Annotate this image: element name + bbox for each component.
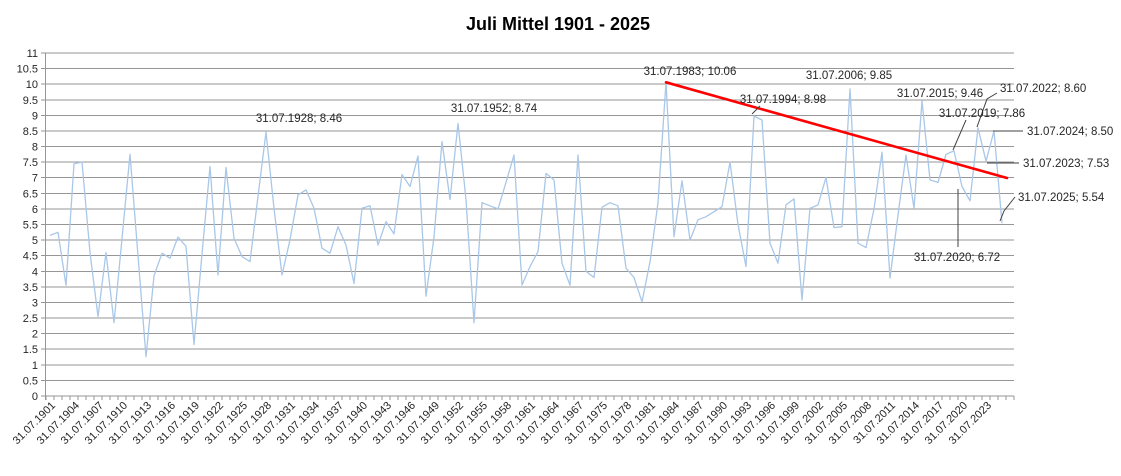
x-axis-labels: 31.07.190131.07.190431.07.190731.07.1910… (11, 400, 994, 447)
data-label: 31.07.2025; 5.54 (1018, 192, 1105, 204)
y-axis-tick-label: 4.5 (23, 251, 38, 263)
data-label: 31.07.2006; 9.85 (806, 70, 892, 82)
data-series (49, 81, 1003, 358)
y-axis-tick-label: 10.5 (17, 64, 38, 76)
data-label: 31.07.2019; 7.86 (939, 108, 1025, 120)
data-label: 31.07.2023; 7.53 (1023, 158, 1109, 170)
y-axis-tick-label: 10 (26, 79, 38, 91)
trendline (664, 81, 1009, 180)
y-axis-labels: 0 0.5 1 1.5 2 2.5 3 3.5 4 4.5 5 5.5 6 6.5 7 7.5 8 8.5 9 9.5… (17, 48, 38, 403)
axes (45, 53, 1014, 400)
annotation-leader (976, 92, 998, 128)
y-axis-tick-label: 5.5 (23, 220, 38, 232)
y-axis-tick-label: 6 (32, 204, 38, 216)
data-label: 31.07.2022; 8.60 (1000, 83, 1086, 95)
trendline-layer (664, 81, 1009, 180)
y-axis-tick-label: 8.5 (23, 126, 38, 138)
y-axis-tick-label: 5 (32, 235, 38, 247)
y-axis-tick-label: 3 (32, 297, 38, 309)
y-tick-marks (41, 52, 46, 397)
y-axis-tick-label: 9.5 (23, 95, 38, 107)
annotation-leader (999, 196, 1016, 222)
y-axis-tick-label: 6.5 (23, 188, 38, 200)
annotation-leader (751, 105, 761, 115)
y-axis-tick-label: 9 (32, 110, 38, 122)
x-tick-marks (45, 396, 1015, 400)
y-axis-tick-label: 11 (27, 48, 38, 60)
y-axis-tick-label: 4 (32, 266, 38, 278)
data-label: 31.07.2024; 8.50 (1027, 126, 1113, 138)
data-label: 31.07.1952; 8.74 (451, 103, 538, 115)
data-label: 31.07.1928; 8.46 (256, 113, 342, 125)
y-axis-tick-label: 2 (32, 329, 38, 341)
series-line (49, 81, 1003, 358)
y-axis-tick-label: 0 (32, 391, 38, 403)
annotation-labels: 31.07.1928; 8.46 31.07.1952; 8.74 31.07.19… (256, 66, 1114, 264)
data-label: 31.07.1994; 8.98 (740, 94, 826, 106)
annotation-leader (952, 119, 967, 151)
y-axis-tick-label: 1 (32, 360, 38, 372)
data-label: 31.07.2015; 9.46 (897, 88, 983, 100)
y-axis-tick-label: 8 (32, 142, 38, 154)
y-axis-tick-label: 3.5 (23, 282, 38, 294)
y-axis-tick-label: 7 (32, 173, 38, 185)
y-axis-tick-label: 7.5 (23, 157, 38, 169)
data-label: 31.07.1983; 10.06 (644, 66, 737, 78)
y-axis-tick-label: 2.5 (23, 313, 38, 325)
y-axis-tick-label: 0.5 (23, 375, 38, 387)
y-axis-tick-label: 1.5 (23, 344, 38, 356)
data-label: 31.07.2020; 6.72 (914, 252, 1000, 264)
chart-title: Juli Mittel 1901 - 2025 (466, 14, 650, 34)
annotation-leaders (751, 92, 1023, 247)
gridlines (46, 52, 1014, 397)
